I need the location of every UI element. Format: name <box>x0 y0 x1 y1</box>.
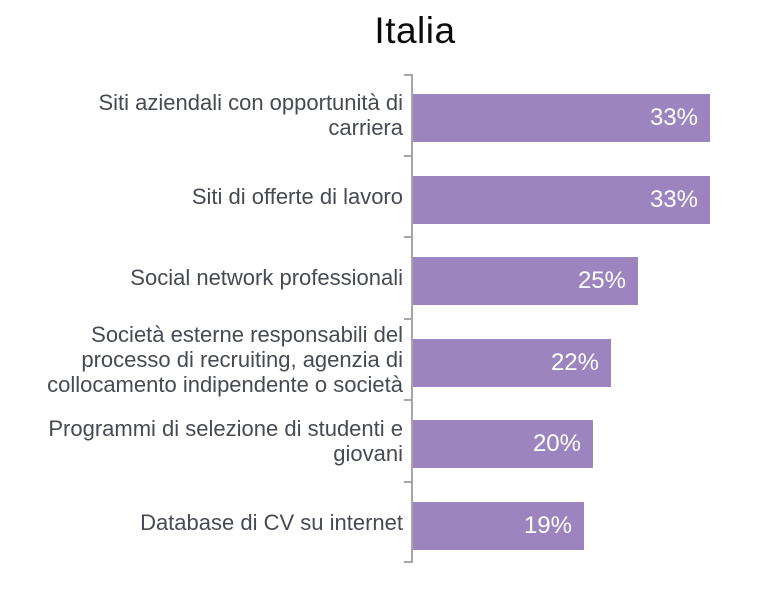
category-label: Società esterne responsabili del process… <box>47 321 403 397</box>
y-axis-line <box>411 74 413 563</box>
axis-tick <box>404 236 411 238</box>
plot-area: Siti aziendali con opportunità di carrie… <box>0 74 764 563</box>
bar-zone: 22% <box>411 319 764 401</box>
bar-zone: 33% <box>411 156 764 238</box>
bar-row: Programmi di selezione di studenti e gio… <box>0 400 764 482</box>
bar: 33% <box>413 175 710 224</box>
bar-row: Società esterne responsabili del process… <box>0 319 764 401</box>
bar-zone: 33% <box>411 74 764 156</box>
bar-zone: 19% <box>411 482 764 564</box>
axis-tick <box>404 74 411 76</box>
bar: 33% <box>413 94 710 143</box>
axis-tick <box>404 481 411 483</box>
bar-value-label: 33% <box>649 185 698 213</box>
bar-value-label: 33% <box>649 104 698 132</box>
axis-tick <box>404 399 411 401</box>
bar-row: Database di CV su internet 19% <box>0 482 764 564</box>
bar-value-label: 20% <box>532 430 581 458</box>
axis-tick <box>404 561 411 563</box>
bar-zone: 20% <box>411 400 764 482</box>
chart-title: Italia <box>374 10 456 51</box>
bar-value-label: 22% <box>550 348 599 376</box>
bar-rows: Siti aziendali con opportunità di carrie… <box>0 74 764 563</box>
bar-row: Siti aziendali con opportunità di carrie… <box>0 74 764 156</box>
bar: 19% <box>413 501 584 550</box>
category-label: Siti aziendali con opportunità di carrie… <box>98 89 403 140</box>
category-label: Social network professionali <box>130 265 403 291</box>
category-label: Programmi di selezione di studenti e gio… <box>48 415 403 466</box>
bar-row: Social network professionali 25% <box>0 237 764 319</box>
bar: 20% <box>413 420 593 469</box>
bar-value-label: 19% <box>523 511 572 539</box>
bar-row: Siti di offerte di lavoro 33% <box>0 156 764 238</box>
category-label: Siti di offerte di lavoro <box>191 183 403 209</box>
axis-tick <box>404 155 411 157</box>
bar: 25% <box>413 257 638 306</box>
bar-zone: 25% <box>411 237 764 319</box>
axis-tick <box>404 318 411 320</box>
bar-value-label: 25% <box>577 267 626 295</box>
bar: 22% <box>413 338 611 387</box>
category-label: Database di CV su internet <box>140 509 403 535</box>
